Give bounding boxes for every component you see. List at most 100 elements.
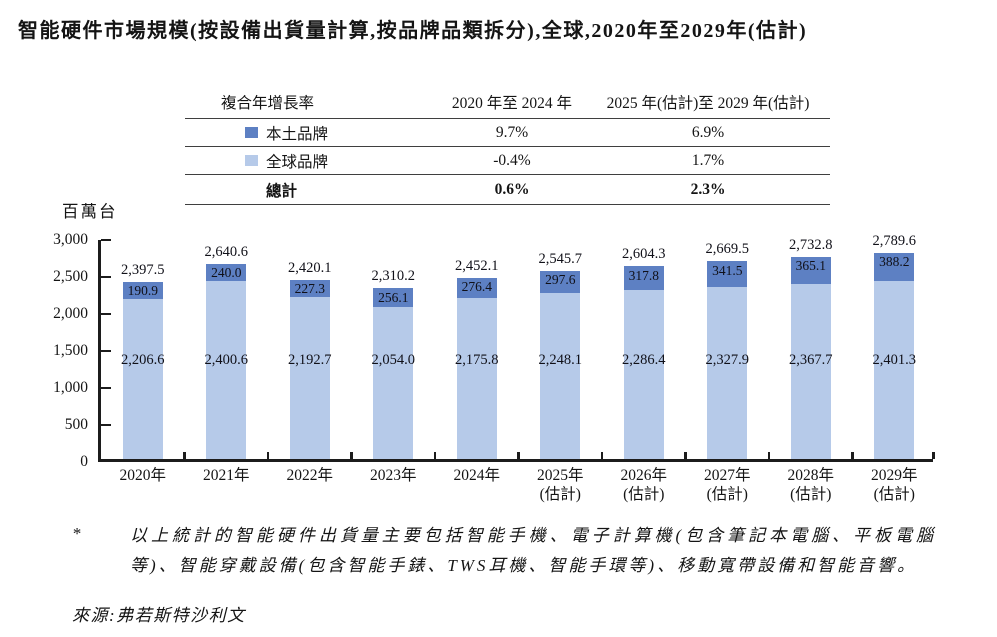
bar-segment-global-brand xyxy=(456,298,497,459)
x-axis-category-label: 2029年 (估計) xyxy=(870,467,918,503)
local-brand-label: 本土品牌 xyxy=(266,125,329,143)
bar-local-brand-value: 276.4 xyxy=(461,279,492,295)
bar-global-brand-value: 2,286.4 xyxy=(622,352,666,368)
bar-segment-local-brand xyxy=(373,288,414,307)
stacked-bar xyxy=(206,263,247,459)
bar-total-value: 2,640.6 xyxy=(204,243,249,260)
bar-local-brand-value: 227.3 xyxy=(294,281,325,297)
stacked-bar xyxy=(874,252,915,459)
local-brand-cagr-2: 6.9% xyxy=(691,123,725,141)
global-brand-label: 全球品牌 xyxy=(266,153,329,171)
bar-segment-global-brand xyxy=(122,298,163,459)
x-axis-category-label: 2020年 xyxy=(119,467,166,484)
global-brand-cagr-1: -0.4% xyxy=(493,151,531,169)
stacked-bar xyxy=(289,279,330,459)
bar-global-brand-value: 2,206.6 xyxy=(121,352,165,368)
stacked-bar xyxy=(623,266,664,459)
bar-global-brand-value: 2,367.7 xyxy=(789,352,833,368)
total-cagr-1: 0.6% xyxy=(494,180,530,198)
bar-total-value: 2,669.5 xyxy=(705,241,750,258)
x-axis-tick xyxy=(350,452,353,459)
x-axis-tick xyxy=(767,452,771,459)
bar-total-value: 2,604.3 xyxy=(622,246,666,263)
bar-local-brand-value: 388.2 xyxy=(879,254,910,270)
bar-group: 2,397.5 190.9 2,206.6 2020年 xyxy=(101,240,185,484)
bar-local-brand-value: 317.8 xyxy=(628,267,659,283)
local-brand-legend-swatch xyxy=(245,127,258,138)
bar-segment-global-brand xyxy=(707,286,748,459)
bar-group: 2,732.8 365.1 2,367.7 2028年 (估計) xyxy=(769,236,853,503)
y-axis-tick-label: 3,000 xyxy=(53,231,88,248)
cagr-row-global-brand: 全球品牌 -0.4% 1.7% xyxy=(185,147,830,175)
bar-local-brand-value: 365.1 xyxy=(795,258,826,274)
bar-segment-local-brand xyxy=(707,261,748,287)
stacked-bar xyxy=(373,288,414,459)
bar-total-value: 2,420.1 xyxy=(288,259,332,276)
x-axis-category-label: 2022年 xyxy=(286,467,333,484)
cagr-header-text: 複合年增長率 xyxy=(221,95,315,112)
x-axis-tick xyxy=(600,452,604,459)
y-axis-tick xyxy=(101,313,111,315)
plot-area: 2,397.5 190.9 2,206.6 2020年 2,640.6 240.0 2,40… xyxy=(98,233,935,503)
y-axis-tick-label: 2,000 xyxy=(53,305,88,322)
bar-local-brand-value: 256.1 xyxy=(378,289,409,305)
bar-segment-local-brand xyxy=(206,263,247,282)
bar-local-brand-value: 190.9 xyxy=(127,283,158,299)
y-axis-tick-label: 0 xyxy=(80,453,88,470)
y-axis-tick xyxy=(101,387,111,389)
bar-segment-global-brand xyxy=(373,306,414,459)
cagr-header-label: 複合年增長率 xyxy=(185,91,438,113)
x-axis-category-label: 2024年 xyxy=(453,467,500,484)
bar-global-brand-value: 2,401.3 xyxy=(872,352,917,368)
bar-group: 2,604.3 317.8 2,286.4 2026年 (估計) xyxy=(602,240,686,503)
y-axis-tick-labels: 0 500 1,000 1,500 2,000 2,500 3,000 xyxy=(14,0,88,637)
x-axis-category-label: 2023年 xyxy=(369,467,417,484)
bar-total-value: 2,545.7 xyxy=(538,250,583,267)
cagr-table-header-row: 複合年增長率 2020 年至 2024 年 2025 年(估計)至 2029 年… xyxy=(185,86,830,119)
x-axis-category-label: 2028年 (估計) xyxy=(787,467,834,503)
global-brand-legend-swatch xyxy=(245,155,258,166)
bar-segment-local-brand xyxy=(289,279,330,297)
x-axis-category-label: 2021年 xyxy=(202,467,250,484)
bar-segment-local-brand xyxy=(456,277,497,298)
y-axis-tick xyxy=(101,276,111,278)
stacked-bar xyxy=(456,277,497,459)
x-axis-category-label: 2025年 (估計) xyxy=(536,467,584,503)
bar-segment-global-brand xyxy=(289,296,330,459)
bar-global-brand-value: 2,248.1 xyxy=(538,352,583,368)
bar-segment-local-brand xyxy=(874,252,915,282)
bar-total-value: 2,397.5 xyxy=(121,261,165,278)
stacked-bar xyxy=(790,256,831,459)
bar-segment-local-brand xyxy=(623,266,664,290)
bar-total-value: 2,452.1 xyxy=(455,257,499,274)
bar-total-value: 2,732.8 xyxy=(789,236,833,253)
bar-global-brand-value: 2,400.6 xyxy=(204,352,249,368)
x-axis-tick xyxy=(932,452,935,459)
bar-global-brand-value: 2,327.9 xyxy=(705,352,750,368)
bar-segment-global-brand xyxy=(790,283,831,459)
total-cagr-2: 2.3% xyxy=(690,180,726,198)
cagr-row-local-brand: 本土品牌 9.7% 6.9% xyxy=(185,119,830,147)
x-axis-tick xyxy=(266,452,270,459)
y-axis-tick-label: 1,500 xyxy=(53,342,88,359)
x-axis-tick xyxy=(183,452,186,459)
bar-total-value: 2,310.2 xyxy=(371,268,416,285)
y-axis-tick xyxy=(101,350,111,352)
bar-group: 2,640.6 240.0 2,400.6 2021年 xyxy=(185,240,269,484)
total-label: 總計 xyxy=(266,182,298,200)
cagr-table: 複合年增長率 2020 年至 2024 年 2025 年(估計)至 2029 年… xyxy=(185,86,830,205)
x-axis-category-label: 2027年 (估計) xyxy=(703,467,751,503)
bar-global-brand-value: 2,054.0 xyxy=(371,352,416,368)
global-brand-cagr-2: 1.7% xyxy=(691,151,725,169)
bar-local-brand-value: 341.5 xyxy=(712,262,743,278)
y-axis-tick xyxy=(101,424,111,426)
stacked-bar xyxy=(707,261,748,459)
source-line: 來源:弗若斯特沙利文 xyxy=(72,606,246,625)
y-axis-tick-label: 1,000 xyxy=(53,379,88,396)
stacked-bar xyxy=(540,270,581,459)
bar-global-brand-value: 2,192.7 xyxy=(288,352,332,368)
bar-group: 2,789.6 388.2 2,401.3 2029年 (估計) xyxy=(853,233,937,503)
x-axis-category-label: 2026年 (估計) xyxy=(620,467,667,503)
bar-group: 2,420.1 227.3 2,192.7 2022年 xyxy=(268,240,352,484)
